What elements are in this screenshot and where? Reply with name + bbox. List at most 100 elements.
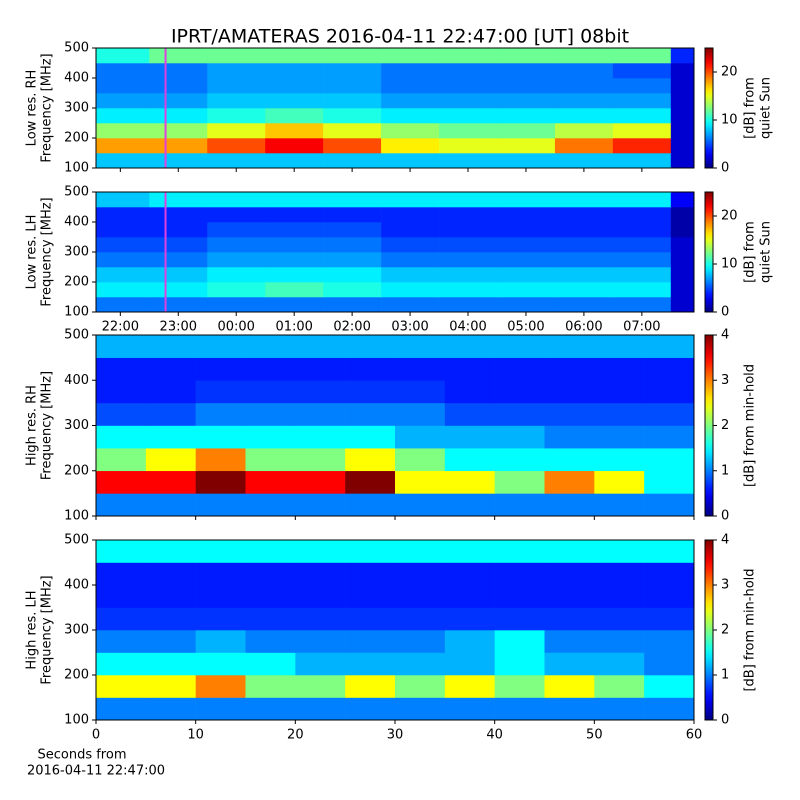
heatmap-cell [149,297,208,313]
heatmap-cell [96,282,150,298]
y-tick-label: 500 [64,533,89,548]
heatmap-cell [381,207,440,223]
heatmap-cell [439,108,498,124]
heatmap-cell [295,425,346,449]
heatmap-cell [395,380,446,404]
heatmap-cell [670,138,695,154]
heatmap-cell [594,652,645,676]
heatmap-cell [444,697,495,721]
heatmap-cell [439,123,498,139]
heatmap-cell [544,697,595,721]
heatmap-cell [96,630,147,653]
heatmap-cell [381,123,440,139]
heatmap-cell [395,607,446,631]
heatmap-cell [207,78,266,94]
heatmap-cell [96,123,150,139]
heatmap-cell [295,652,346,676]
colorbar-tick-label: 4 [721,533,729,548]
heatmap-cell [670,297,695,313]
x-tick-label: 50 [586,728,603,743]
colorbar-label: [dB] from min-hold [743,364,758,487]
heatmap-cell [670,282,695,298]
heatmap-cell [145,607,196,631]
heatmap-cell [245,607,296,631]
heatmap-cell [295,402,346,426]
heatmap-cell [195,470,246,494]
heatmap-cell [149,207,208,223]
heatmap-cell [644,470,695,494]
heatmap-cell [594,585,645,608]
heatmap-cell [612,153,672,169]
heatmap-cell [295,448,346,472]
heatmap-cell [381,138,440,154]
heatmap-cell [96,222,150,238]
heatmap-cell [544,562,595,586]
heatmap-cell [207,237,266,253]
colorbar-label: quiet Sun [759,221,774,283]
heatmap-cell [395,493,446,517]
heatmap-cell [395,448,446,472]
heatmap-cell [444,607,495,631]
heatmap-cell [544,585,595,608]
heatmap-cell [265,222,324,238]
heatmap-cell [96,493,147,517]
heatmap-cell [345,630,396,653]
heatmap-cell [544,652,595,676]
heatmap-cell [612,108,672,124]
heatmap-cell [612,297,672,313]
y-tick-label: 300 [64,101,89,116]
heatmap-cell [612,192,672,208]
heatmap-cell [594,607,645,631]
heatmap-cell [496,138,556,154]
heatmap-cell [207,207,266,223]
heatmap-cell [554,237,614,253]
heatmap-cell [494,335,545,358]
x-tick-label: 23:00 [160,320,197,335]
heatmap-cell [444,493,495,517]
heatmap-cell [494,402,545,426]
heatmap-cell [496,78,556,94]
heatmap-cell [644,335,695,358]
heatmap-cell [554,207,614,223]
heatmap-cell [323,192,382,208]
heatmap-cell [444,380,495,404]
heatmap-cell [544,675,595,698]
heatmap-cell [594,448,645,472]
heatmap-cell [345,425,396,449]
heatmap-cell [670,78,695,94]
heatmap-cell [245,540,296,563]
heatmap-cell [96,448,147,472]
heatmap-cell [96,697,147,721]
y-tick-label: 100 [64,509,89,524]
heatmap-cell [96,192,150,208]
heatmap-cell [439,192,498,208]
heatmap-cell [494,448,545,472]
heatmap-cell [554,63,614,79]
heatmap-cell [245,448,296,472]
heatmap-cell [594,630,645,653]
heatmap-cell [439,297,498,313]
heatmap-cell [145,652,196,676]
y-tick-label: 200 [64,131,89,146]
heatmap-cell [145,493,196,517]
colorbar-tick-label: 2 [721,623,729,638]
heatmap-cell [207,63,266,79]
y-axis-label: High res. LH [25,590,40,669]
heatmap-cell [554,282,614,298]
y-axis-label: Low res. RH [25,70,40,147]
y-tick-label: 400 [64,373,89,388]
heatmap-cell [381,63,440,79]
heatmap-cell [323,267,382,283]
heatmap-cell [381,108,440,124]
heatmap-cell [265,63,324,79]
heatmap-cell [145,335,196,358]
heatmap-cell [245,470,296,494]
heatmap-cell [149,48,208,64]
heatmap-cell [494,652,545,676]
heatmap-cell [444,630,495,653]
heatmap-cell [381,297,440,313]
heatmap-cell [594,402,645,426]
heatmap-cell [207,108,266,124]
heatmap-cell [96,237,150,253]
